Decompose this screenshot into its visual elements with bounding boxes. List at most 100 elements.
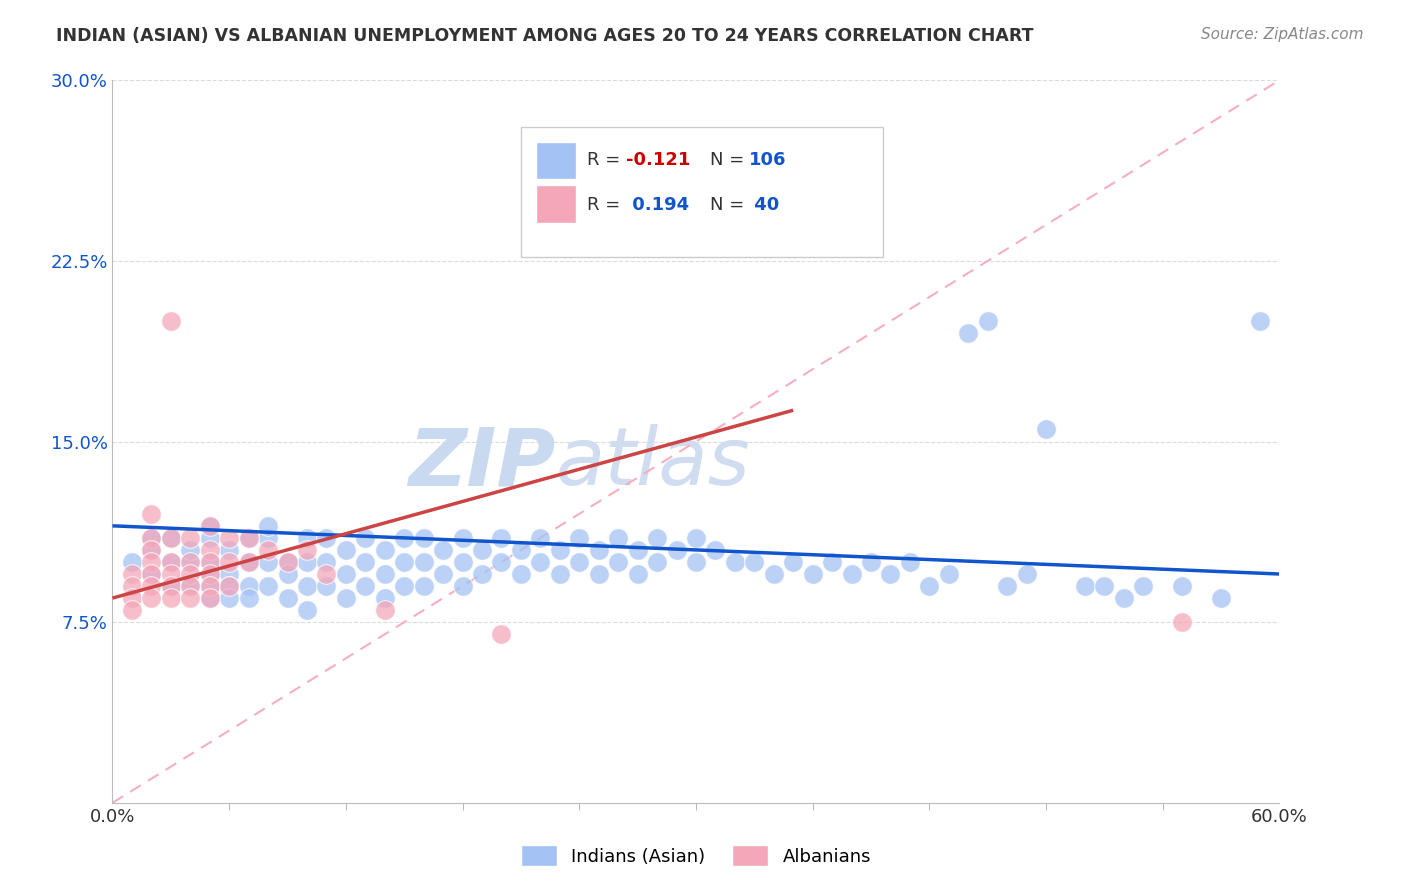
- Point: [276, 555, 298, 569]
- Point: [315, 555, 337, 569]
- Point: [451, 555, 474, 569]
- Point: [295, 531, 318, 545]
- Point: [121, 603, 143, 617]
- Point: [141, 567, 163, 582]
- FancyBboxPatch shape: [536, 185, 576, 223]
- Point: [412, 579, 434, 593]
- Point: [762, 567, 785, 582]
- Point: [179, 542, 201, 557]
- Point: [238, 555, 260, 569]
- Point: [860, 555, 883, 569]
- Point: [218, 531, 240, 545]
- Point: [198, 518, 221, 533]
- Point: [160, 314, 183, 328]
- Point: [471, 542, 494, 557]
- Text: N =: N =: [710, 195, 749, 213]
- Point: [218, 579, 240, 593]
- Point: [451, 579, 474, 593]
- Point: [121, 567, 143, 582]
- Point: [198, 579, 221, 593]
- Point: [412, 555, 434, 569]
- Point: [257, 542, 280, 557]
- Point: [160, 567, 183, 582]
- Point: [160, 579, 183, 593]
- Point: [335, 591, 357, 605]
- Point: [471, 567, 494, 582]
- Point: [179, 591, 201, 605]
- Point: [1094, 579, 1116, 593]
- Point: [645, 555, 668, 569]
- Point: [198, 542, 221, 557]
- Point: [141, 507, 163, 521]
- Point: [568, 531, 591, 545]
- Point: [1171, 579, 1194, 593]
- Point: [295, 579, 318, 593]
- Point: [257, 555, 280, 569]
- Point: [198, 591, 221, 605]
- Point: [238, 591, 260, 605]
- Point: [198, 518, 221, 533]
- Point: [685, 531, 707, 545]
- Point: [238, 531, 260, 545]
- Point: [179, 567, 201, 582]
- Point: [179, 555, 201, 569]
- Point: [744, 555, 766, 569]
- Point: [198, 591, 221, 605]
- Point: [1015, 567, 1038, 582]
- Point: [160, 555, 183, 569]
- Point: [198, 567, 221, 582]
- Point: [394, 531, 416, 545]
- Point: [627, 542, 650, 557]
- Point: [121, 555, 143, 569]
- Point: [1171, 615, 1194, 630]
- Point: [141, 531, 163, 545]
- Point: [394, 579, 416, 593]
- Point: [1112, 591, 1135, 605]
- Point: [432, 542, 454, 557]
- Point: [257, 518, 280, 533]
- Point: [141, 531, 163, 545]
- Point: [121, 591, 143, 605]
- Point: [276, 591, 298, 605]
- Text: R =: R =: [588, 151, 627, 169]
- Point: [141, 542, 163, 557]
- Legend: Indians (Asian), Albanians: Indians (Asian), Albanians: [520, 846, 872, 866]
- Point: [1035, 422, 1057, 436]
- Point: [451, 531, 474, 545]
- Point: [141, 591, 163, 605]
- Text: Source: ZipAtlas.com: Source: ZipAtlas.com: [1201, 27, 1364, 42]
- Point: [588, 567, 610, 582]
- Point: [160, 579, 183, 593]
- Point: [841, 567, 863, 582]
- Point: [491, 627, 513, 641]
- Point: [218, 542, 240, 557]
- Point: [374, 591, 396, 605]
- Point: [238, 531, 260, 545]
- FancyBboxPatch shape: [520, 128, 883, 257]
- Point: [354, 531, 377, 545]
- Point: [412, 531, 434, 545]
- Point: [627, 567, 650, 582]
- Point: [529, 531, 551, 545]
- Point: [432, 567, 454, 582]
- Point: [509, 542, 531, 557]
- Point: [568, 555, 591, 569]
- Point: [782, 555, 804, 569]
- Point: [588, 542, 610, 557]
- Point: [374, 603, 396, 617]
- Point: [509, 567, 531, 582]
- Point: [257, 531, 280, 545]
- Point: [976, 314, 998, 328]
- Point: [198, 555, 221, 569]
- Point: [160, 531, 183, 545]
- Point: [276, 555, 298, 569]
- Point: [141, 567, 163, 582]
- Point: [607, 531, 630, 545]
- Point: [179, 579, 201, 593]
- Point: [218, 567, 240, 582]
- Point: [1209, 591, 1232, 605]
- Point: [257, 579, 280, 593]
- Point: [160, 531, 183, 545]
- Text: 40: 40: [748, 195, 780, 213]
- Point: [491, 531, 513, 545]
